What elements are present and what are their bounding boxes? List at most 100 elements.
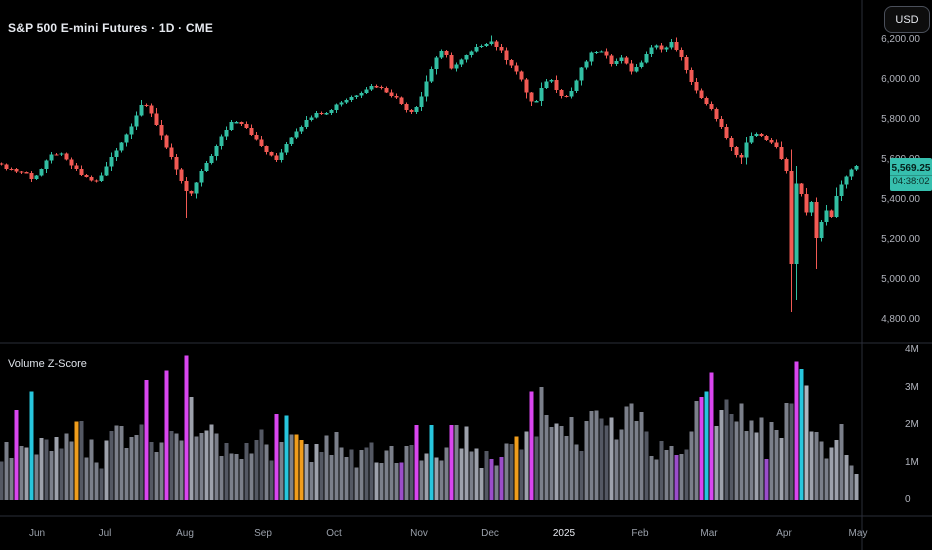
candle-body bbox=[289, 137, 294, 144]
candle-body bbox=[4, 164, 9, 169]
volume-bar bbox=[704, 391, 709, 500]
volume-bar bbox=[829, 447, 834, 500]
candle-body bbox=[484, 43, 489, 46]
candle-body bbox=[514, 65, 519, 72]
time-axis-label: Dec bbox=[481, 528, 499, 539]
candle-body bbox=[564, 96, 569, 98]
volume-bar bbox=[479, 467, 484, 500]
candle-body bbox=[504, 50, 509, 61]
candle-body bbox=[179, 169, 184, 181]
time-axis-label: May bbox=[848, 528, 868, 539]
volume-bar bbox=[834, 439, 839, 500]
price-tick-label: 5,000.00 bbox=[881, 274, 920, 285]
volume-bar bbox=[539, 386, 544, 500]
volume-bar bbox=[799, 368, 804, 500]
price-tick-label: 4,800.00 bbox=[881, 314, 920, 325]
volume-bar bbox=[824, 458, 829, 500]
candle-body bbox=[704, 98, 709, 105]
candle-body bbox=[634, 66, 639, 72]
candle-body bbox=[819, 222, 824, 239]
volume-bar bbox=[39, 437, 44, 500]
candle-body bbox=[689, 70, 694, 82]
volume-bar bbox=[49, 451, 54, 500]
candle-body bbox=[99, 175, 104, 181]
candle-body bbox=[519, 71, 524, 80]
volume-bar bbox=[654, 459, 659, 500]
volume-bar bbox=[619, 429, 624, 500]
volume-bar bbox=[134, 434, 139, 500]
candle-body bbox=[764, 136, 769, 140]
volume-bar bbox=[389, 446, 394, 500]
volume-bar bbox=[89, 439, 94, 500]
candle-body bbox=[219, 136, 224, 146]
volume-bar bbox=[564, 436, 569, 500]
volume-bar bbox=[244, 443, 249, 500]
candle-body bbox=[849, 169, 854, 177]
candle-body bbox=[534, 101, 539, 103]
candle-body bbox=[334, 104, 339, 110]
volume-bar bbox=[289, 434, 294, 500]
time-axis-label: 2025 bbox=[552, 528, 576, 539]
volume-bar bbox=[604, 425, 609, 500]
candle-body bbox=[234, 122, 239, 124]
candle-body bbox=[699, 90, 704, 99]
indicator-legend-volume-zscore[interactable]: Volume Z-Score bbox=[8, 358, 87, 370]
candle-body bbox=[794, 183, 799, 265]
volume-bar bbox=[474, 448, 479, 500]
volume-bar bbox=[204, 430, 209, 500]
volume-bar bbox=[509, 443, 514, 500]
volume-bar bbox=[119, 425, 124, 500]
candle-body bbox=[19, 171, 24, 173]
candle-body bbox=[509, 60, 514, 66]
volume-bar bbox=[154, 451, 159, 500]
candle-body bbox=[719, 119, 724, 127]
volume-bar bbox=[164, 370, 169, 500]
volume-bar bbox=[349, 449, 354, 500]
volume-bar bbox=[329, 454, 334, 500]
candle-body bbox=[824, 210, 829, 223]
candle-body bbox=[299, 126, 304, 132]
volume-bars-layer bbox=[0, 355, 859, 500]
volume-bar bbox=[149, 441, 154, 500]
volume-bar bbox=[464, 426, 469, 500]
volume-bar bbox=[169, 430, 174, 500]
candle-body bbox=[189, 191, 194, 194]
candle-body bbox=[284, 143, 289, 153]
volume-bar bbox=[279, 442, 284, 500]
candle-body bbox=[29, 173, 34, 179]
volume-bar bbox=[504, 443, 509, 500]
candle-body bbox=[259, 139, 264, 147]
volume-tick-label: 2M bbox=[905, 419, 919, 430]
candle-body bbox=[449, 55, 454, 69]
volume-tick-label: 0 bbox=[905, 494, 911, 505]
symbol-legend[interactable]: S&P 500 E-mini Futures · 1D · CME bbox=[8, 21, 214, 35]
volume-bar bbox=[644, 431, 649, 500]
volume-bar bbox=[739, 403, 744, 500]
currency-usd-button[interactable]: USD bbox=[884, 6, 930, 33]
candle-body bbox=[614, 60, 619, 64]
candle-body bbox=[529, 92, 534, 102]
volume-bar bbox=[649, 456, 654, 500]
candle-body bbox=[169, 147, 174, 158]
volume-bar bbox=[4, 441, 9, 500]
volume-bar bbox=[294, 434, 299, 500]
candle-body bbox=[104, 166, 109, 176]
volume-bar bbox=[719, 409, 724, 500]
volume-bar bbox=[629, 403, 634, 500]
candle-body bbox=[499, 46, 504, 51]
candle-body bbox=[649, 47, 654, 54]
volume-tick-label: 4M bbox=[905, 344, 919, 355]
candle-body bbox=[814, 201, 819, 239]
volume-bar bbox=[399, 462, 404, 500]
candle-body bbox=[789, 171, 794, 265]
volume-bar bbox=[384, 450, 389, 500]
candle-body bbox=[729, 138, 734, 147]
candle-body bbox=[459, 59, 464, 65]
candle-body bbox=[54, 154, 59, 156]
candle-body bbox=[594, 51, 599, 54]
candle-body bbox=[474, 47, 479, 52]
candle-body bbox=[779, 147, 784, 160]
candle-body bbox=[854, 166, 859, 170]
